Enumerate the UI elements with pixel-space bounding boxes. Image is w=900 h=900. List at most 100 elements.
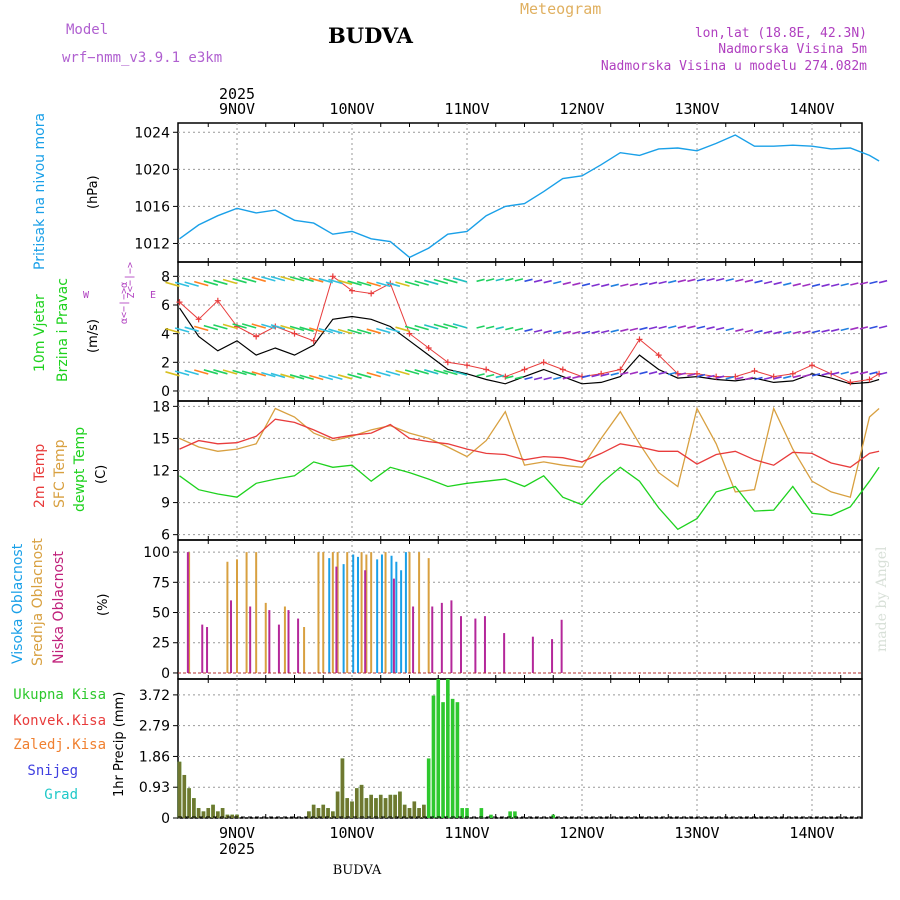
precip-convective-bar: [196, 808, 201, 818]
wind-barb: [376, 371, 391, 377]
wind-barb: [533, 279, 543, 283]
wind-barb: [299, 374, 314, 381]
watermark: made by Angel: [874, 546, 890, 652]
y-tick-label-pressure: 1020: [134, 162, 170, 178]
precip-convective-bar: [340, 758, 345, 818]
wind-barb: [639, 326, 648, 331]
y-tick-label-cloud: 100: [143, 545, 170, 561]
precip-convective-bar: [307, 811, 311, 818]
wind-barb: [572, 330, 581, 335]
wind-barb: [773, 330, 782, 335]
precip-convective-bar: [216, 811, 220, 818]
precip-convective-bar: [230, 814, 235, 818]
wind-unit: (m/s): [86, 319, 101, 353]
wind-barb: [830, 328, 840, 332]
wind-barb: [505, 326, 514, 331]
wind-barb: [783, 330, 792, 335]
wind-speed-line: [179, 307, 880, 385]
wind-barb: [452, 323, 468, 329]
wind-barb: [572, 282, 581, 286]
y-tick-label-pressure: 1012: [134, 236, 170, 252]
y-tick-label-wind: 0: [161, 384, 170, 400]
wind-gust-marker: [291, 330, 298, 337]
y-tick-label-precip: 1.86: [139, 749, 170, 765]
wind-barb: [222, 369, 238, 375]
wind-barb: [648, 371, 658, 375]
precip-total-bar: [446, 679, 450, 818]
wind-gust-marker: [674, 370, 681, 377]
wind-barb: [165, 327, 180, 334]
wind-barb: [706, 326, 715, 330]
wind-gust-marker: [195, 316, 202, 323]
wind-barb: [404, 280, 420, 287]
wind-barb: [318, 374, 334, 381]
wind-barb: [495, 277, 504, 282]
wind-barb: [869, 371, 878, 375]
wind-barb: [715, 277, 725, 282]
y-tick-label-wind: 4: [161, 327, 170, 343]
wind-barb: [514, 278, 524, 282]
wind-barb: [356, 280, 372, 287]
wind-barb: [725, 376, 734, 380]
temp-label-2: SFC Temp: [52, 439, 68, 508]
precip-convective-bar: [393, 794, 397, 818]
wind-barb: [821, 329, 830, 333]
wind-barb: [562, 330, 572, 335]
precip-legend-item: Grad: [44, 787, 78, 803]
wind-barb: [433, 278, 449, 285]
precip-total-bar: [489, 814, 493, 818]
wind-barb: [309, 277, 324, 283]
wind-barb: [773, 281, 782, 286]
precip-convective-bar: [192, 798, 196, 818]
y-tick-label-wind: 8: [161, 269, 170, 285]
y-tick-label-wind: 2: [161, 355, 170, 371]
dewpoint-line: [179, 461, 880, 531]
wind-barb: [735, 376, 744, 381]
wind-barb: [241, 370, 257, 376]
wind-barb: [850, 282, 859, 286]
wind-barb: [783, 375, 792, 379]
y-tick-label-cloud: 75: [152, 575, 170, 591]
wind-barb: [280, 373, 295, 379]
wind-barb: [270, 275, 286, 282]
wind-gust-marker: [713, 373, 720, 380]
y-tick-label-temp: 6: [161, 528, 170, 544]
wind-barb: [725, 327, 734, 332]
wind-barb: [395, 281, 410, 287]
wind-gust-marker: [349, 287, 355, 294]
wind-barb: [337, 374, 353, 380]
wind-gust-marker: [444, 359, 451, 366]
precip-convective-bar: [374, 798, 378, 818]
compass-w: W: [83, 290, 90, 301]
top-day-label: 14NOV: [789, 100, 834, 118]
wind-barb: [821, 372, 830, 376]
top-year: 2025: [219, 85, 255, 103]
wind-barb: [677, 372, 687, 376]
panel-frame-pressure: [177, 122, 863, 263]
y-tick-label-precip: 2.79: [139, 719, 170, 735]
wind-barb: [830, 283, 840, 287]
wind-barb: [629, 282, 639, 287]
wind-barb: [850, 371, 859, 375]
wind-barb: [174, 370, 190, 376]
wind-barb: [385, 327, 401, 333]
wind-gust-marker: [655, 352, 662, 359]
wind-barb: [533, 329, 543, 333]
y-tick-label-pressure: 1024: [134, 125, 170, 141]
wind-barb: [811, 329, 821, 334]
wind-barb: [600, 283, 610, 288]
y-tick-label-precip: 3.72: [139, 688, 170, 704]
wind-barb: [620, 328, 629, 332]
precip-convective-bar: [311, 804, 316, 818]
wind-barb: [869, 280, 878, 285]
wind-barb: [366, 371, 381, 378]
top-day-label: 10NOV: [329, 100, 374, 118]
wind-barb: [648, 281, 658, 286]
wind-barb: [600, 329, 610, 334]
precip-convective-bar: [326, 808, 330, 818]
wind-barb: [524, 328, 533, 332]
wind-gust-marker: [559, 366, 566, 373]
precip-total-bar: [426, 758, 431, 818]
wind-barb: [543, 376, 552, 381]
wind-barb: [433, 323, 449, 330]
